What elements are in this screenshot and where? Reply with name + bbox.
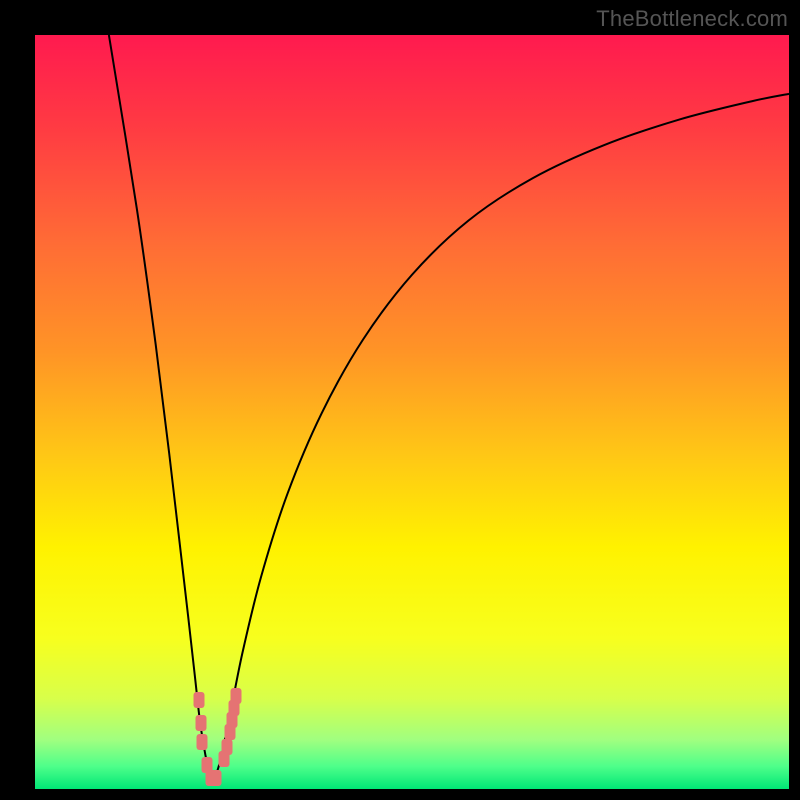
data-marker [195,715,206,731]
data-marker [231,688,242,704]
data-marker [210,770,221,786]
data-marker [221,739,232,755]
watermark-text: TheBottleneck.com [596,6,788,32]
chart-container: { "watermark": { "text": "TheBottleneck.… [0,0,800,800]
data-marker [197,734,208,750]
data-marker [194,692,205,708]
plot-gradient-bg [35,35,789,789]
